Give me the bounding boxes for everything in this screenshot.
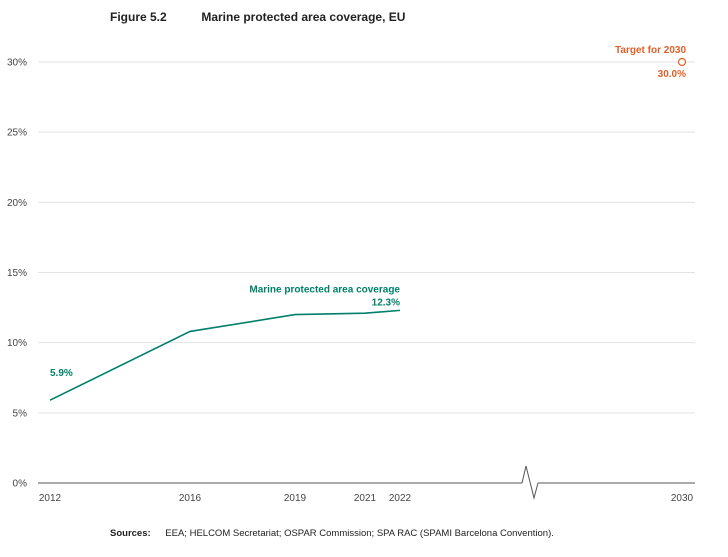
line-chart: 0% 5% 10% 15% 20% 25% 30% 2012 2016 2019 2021 2022 2… — [7, 45, 695, 504]
target-value-label: 30.0% — [658, 69, 686, 80]
target-name-label: Target for 2030 — [615, 45, 686, 56]
sources-note: Sources: EEA; HELCOM Secretariat; OSPAR … — [110, 528, 554, 539]
axis-break-mark — [521, 465, 539, 500]
series-line-marine-coverage — [49, 309, 401, 401]
end-value-label: 12.3% — [372, 297, 400, 308]
x-tick-label: 2022 — [389, 493, 412, 504]
x-tick-label: 2030 — [671, 493, 694, 504]
figure-number: Figure 5.2 — [110, 10, 167, 24]
y-tick-label: 20% — [7, 198, 27, 209]
sources-label: Sources: — [110, 528, 151, 539]
y-tick-label: 5% — [13, 408, 28, 419]
y-tick-label: 0% — [13, 479, 28, 490]
y-tick-label: 10% — [7, 338, 27, 349]
start-value-label: 5.9% — [50, 368, 73, 379]
y-tick-label: 30% — [7, 58, 27, 69]
y-tick-label: 15% — [7, 268, 27, 279]
series-name-label: Marine protected area coverage — [249, 284, 400, 295]
sources-text: EEA; HELCOM Secretariat; OSPAR Commissio… — [165, 528, 554, 539]
x-tick-label: 2019 — [284, 493, 307, 504]
target-marker — [677, 57, 687, 67]
x-tick-label: 2021 — [354, 493, 377, 504]
x-tick-label: 2016 — [179, 493, 202, 504]
figure-title: Marine protected area coverage, EU — [201, 10, 406, 24]
x-tick-label: 2012 — [39, 493, 62, 504]
y-tick-label: 25% — [7, 128, 27, 139]
figure-header: Figure 5.2 Marine protected area coverag… — [110, 10, 405, 24]
